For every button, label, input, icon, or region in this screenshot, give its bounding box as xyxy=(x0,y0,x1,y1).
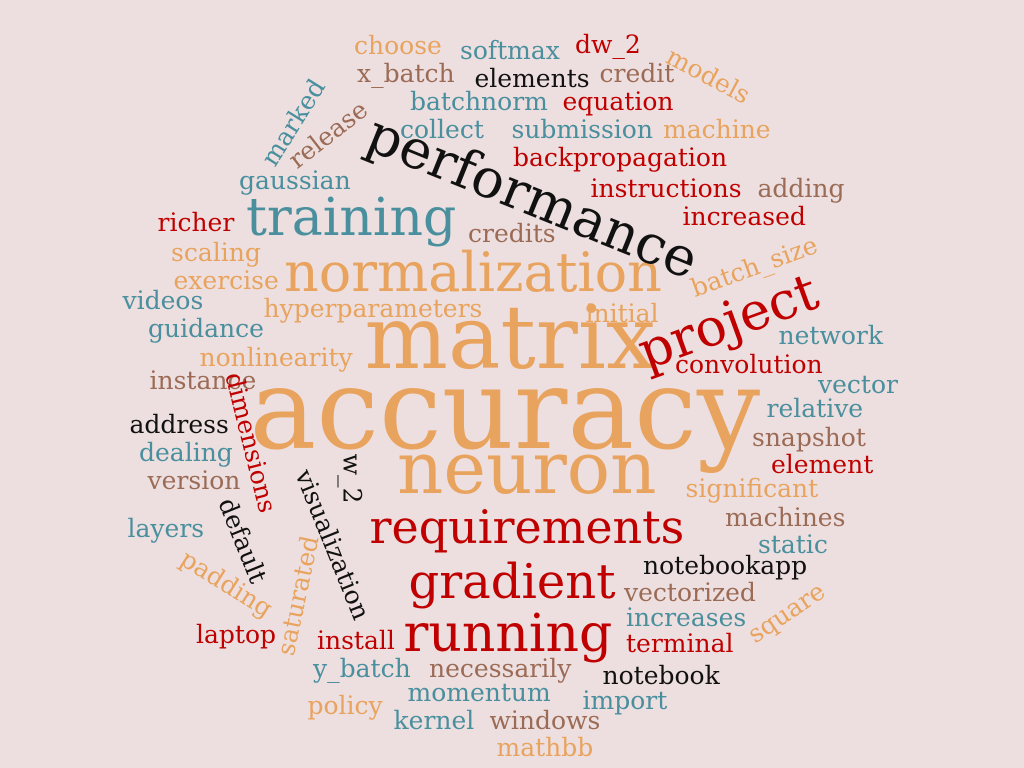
word-accuracy: accuracy xyxy=(249,345,761,475)
word-scaling: scaling xyxy=(171,237,261,267)
word-snapshot: snapshot xyxy=(752,422,866,452)
word-nonlinearity: nonlinearity xyxy=(199,342,353,372)
word-laptop: laptop xyxy=(196,619,277,649)
word-import: import xyxy=(582,685,668,715)
word-credit: credit xyxy=(599,58,675,88)
word-dw-2: dw_2 xyxy=(575,29,641,59)
word-x-batch: x_batch xyxy=(357,58,455,88)
word-instructions: instructions xyxy=(590,173,742,203)
word-relative: relative xyxy=(766,393,864,423)
word-terminal: terminal xyxy=(626,628,734,658)
word-significant: significant xyxy=(685,473,819,503)
word-requirements: requirements xyxy=(369,500,685,554)
word-vector: vector xyxy=(818,369,898,399)
word-softmax: softmax xyxy=(460,35,560,65)
word-credits: credits xyxy=(468,218,556,248)
word-network: network xyxy=(778,320,884,350)
word-machine: machine xyxy=(663,114,771,144)
word-notebook: notebook xyxy=(602,660,720,690)
word-y-batch: y_batch xyxy=(313,653,411,683)
word-address: address xyxy=(129,409,229,439)
word-saturated: saturated xyxy=(270,532,325,658)
word-equation: equation xyxy=(562,86,674,116)
word-batchnorm: batchnorm xyxy=(410,86,548,116)
word-submission: submission xyxy=(511,114,653,144)
word-videos: videos xyxy=(122,285,204,315)
word-neuron: neuron xyxy=(397,426,657,510)
word-policy: policy xyxy=(307,690,383,720)
word-vectorized: vectorized xyxy=(624,577,756,607)
word-instance: instance xyxy=(149,365,257,395)
word-guidance: guidance xyxy=(148,313,264,343)
word-mathbb: mathbb xyxy=(496,732,594,762)
word-choose: choose xyxy=(354,30,442,60)
word-exercise: exercise xyxy=(173,265,279,295)
word-layers: layers xyxy=(127,513,205,543)
word-running: running xyxy=(403,604,613,664)
word-windows: windows xyxy=(489,705,601,735)
word-install: install xyxy=(317,625,395,655)
word-gaussian: gaussian xyxy=(239,165,351,195)
word-static: static xyxy=(758,529,828,559)
word-necessarily: necessarily xyxy=(429,653,572,683)
word-collect: collect xyxy=(400,114,484,144)
word-training: training xyxy=(246,188,457,248)
word-machines: machines xyxy=(725,502,846,532)
word-initial: initial xyxy=(585,298,659,328)
word-adding: adding xyxy=(757,173,845,203)
word-gradient: gradient xyxy=(408,554,616,610)
word-element: element xyxy=(771,449,874,479)
word-hyperparameters: hyperparameters xyxy=(263,293,483,323)
word-backpropagation: backpropagation xyxy=(513,142,728,172)
word-elements: elements xyxy=(474,63,590,93)
word-normalization: normalization xyxy=(284,241,662,304)
word-kernel: kernel xyxy=(393,705,475,735)
word-richer: richer xyxy=(157,207,235,237)
word-increases: increases xyxy=(626,602,747,632)
word-dealing: dealing xyxy=(139,437,233,467)
word-w-2: w_2 xyxy=(337,453,367,503)
word-matrix: matrix xyxy=(364,286,656,389)
word-convolution: convolution xyxy=(675,349,823,379)
word-version: version xyxy=(147,465,241,495)
word-models: models xyxy=(661,40,755,110)
word-notebookapp: notebookapp xyxy=(643,550,808,580)
word-momentum: momentum xyxy=(407,677,551,707)
word-increased: increased xyxy=(682,201,806,231)
